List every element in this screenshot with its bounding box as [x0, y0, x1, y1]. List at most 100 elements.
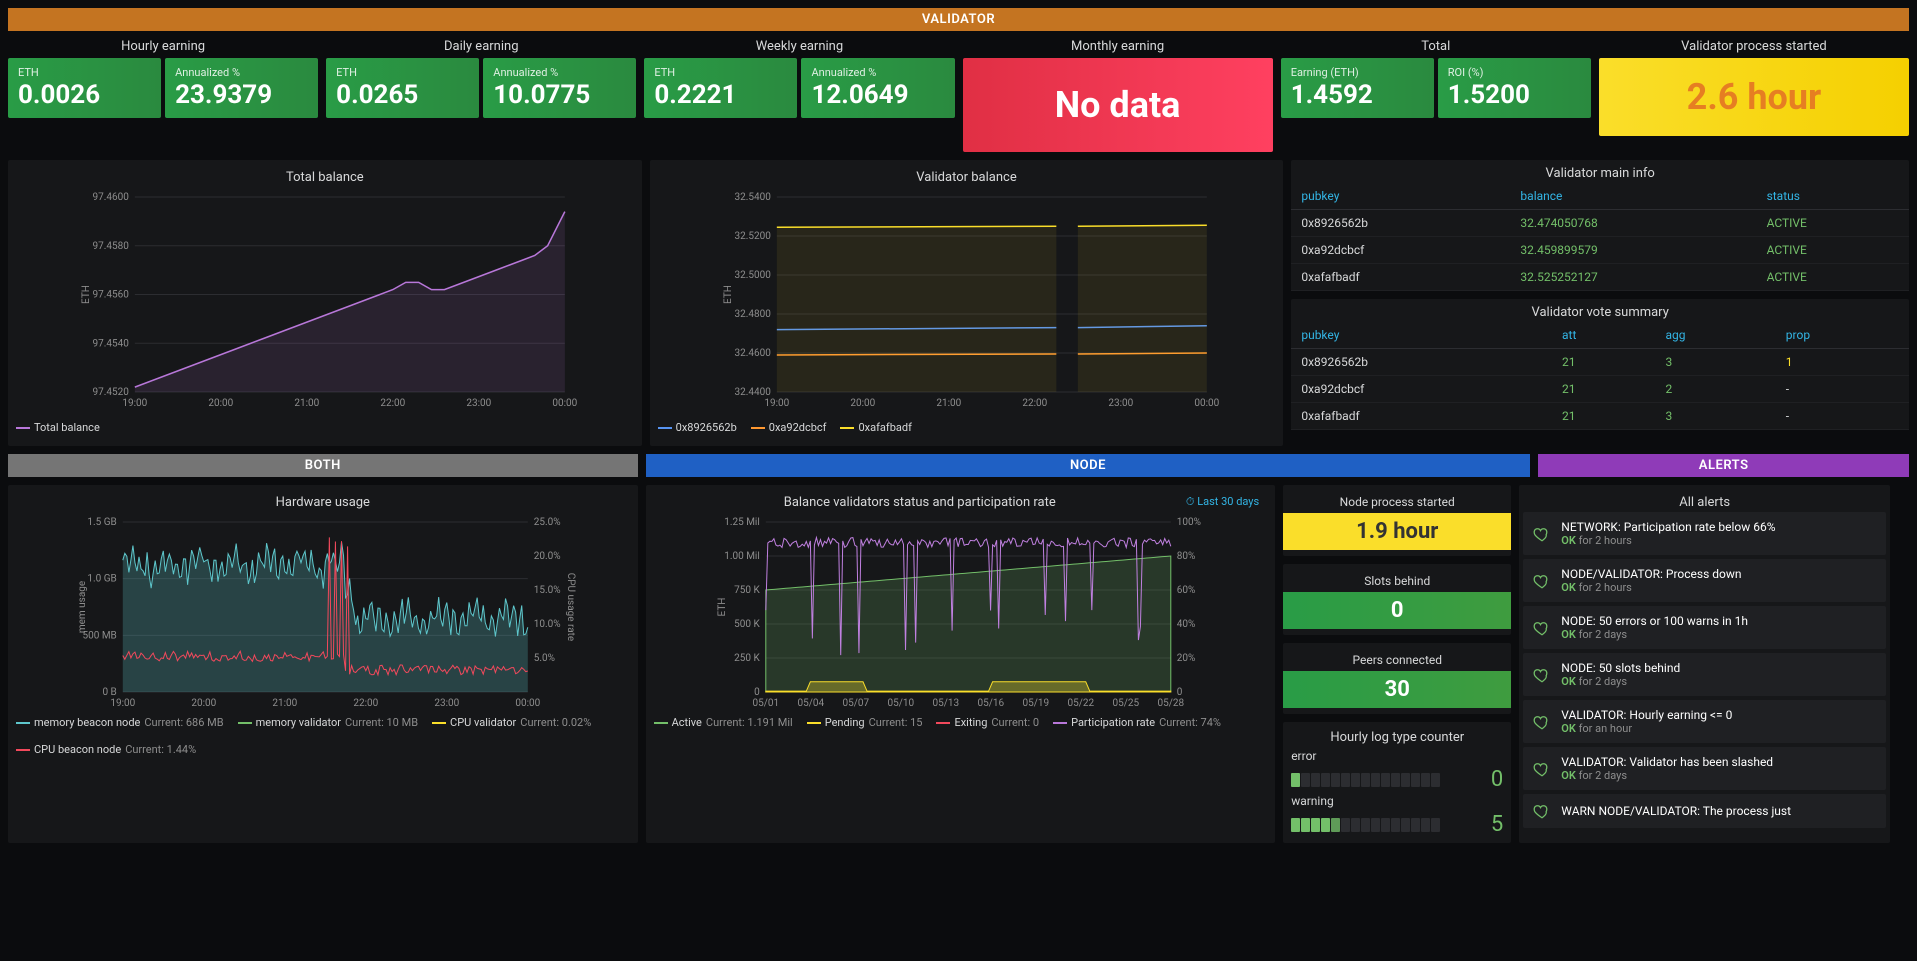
svg-text:20:00: 20:00: [208, 398, 233, 409]
svg-text:05/25: 05/25: [1112, 698, 1139, 709]
alert-item[interactable]: NETWORK: Participation rate below 66%OK …: [1523, 512, 1886, 555]
weekly-title: Weekly earning: [644, 35, 954, 58]
validator-started-group: Validator process started 2.6 hour: [1599, 35, 1909, 152]
svg-text:32.5400: 32.5400: [734, 192, 771, 203]
svg-text:5.0%: 5.0%: [534, 653, 555, 664]
svg-text:1.0 GB: 1.0 GB: [87, 574, 116, 585]
hourly-ann-box: Annualized % 23.9379: [165, 58, 318, 118]
vote-summary-panel[interactable]: Validator vote summary pubkeyattaggprop0…: [1291, 299, 1909, 430]
svg-text:80%: 80%: [1176, 551, 1195, 562]
node-started-panel[interactable]: Node process started 1.9 hour: [1283, 485, 1511, 556]
svg-text:750 K: 750 K: [734, 585, 760, 596]
participation-panel[interactable]: Balance validators status and participat…: [646, 485, 1276, 843]
slots-behind-title: Slots behind: [1283, 570, 1511, 592]
node-section-header: NODE: [646, 454, 1531, 477]
alerts-panel[interactable]: All alerts NETWORK: Participation rate b…: [1519, 485, 1890, 843]
svg-text:05/01: 05/01: [752, 698, 779, 709]
hardware-panel[interactable]: Hardware usage 0 B500 MB1.0 GB1.5 GB5.0%…: [8, 485, 638, 843]
table-row[interactable]: 0xafafbadf32.525252127ACTIVE: [1291, 264, 1909, 291]
table-header[interactable]: pubkey: [1291, 322, 1552, 349]
slots-behind-panel[interactable]: Slots behind 0: [1283, 564, 1511, 635]
table-header[interactable]: status: [1757, 183, 1909, 210]
table-row[interactable]: 0x8926562b2131: [1291, 349, 1909, 376]
peers-title: Peers connected: [1283, 649, 1511, 671]
svg-text:19:00: 19:00: [122, 398, 147, 409]
table-header[interactable]: balance: [1510, 183, 1756, 210]
validator-balance-panel[interactable]: Validator balance 32.440032.460032.48003…: [650, 160, 1284, 446]
svg-text:mem usage: mem usage: [77, 581, 88, 633]
svg-text:21:00: 21:00: [294, 398, 319, 409]
weekly-ann-label: Annualized %: [811, 66, 944, 79]
total-balance-title: Total balance: [16, 164, 634, 187]
alert-text: NETWORK: Participation rate below 66%: [1561, 520, 1775, 534]
legend-item[interactable]: CPU beacon node Current: 1.44%: [16, 743, 196, 756]
total-balance-legend-label: Total balance: [34, 421, 100, 434]
table-row[interactable]: 0xa92dcbcf32.459899579ACTIVE: [1291, 237, 1909, 264]
table-header[interactable]: prop: [1776, 322, 1909, 349]
table-header[interactable]: att: [1552, 322, 1655, 349]
log-counter-panel[interactable]: Hourly log type counter error 0 warning …: [1283, 722, 1511, 843]
svg-text:500 K: 500 K: [734, 619, 760, 630]
legend-item[interactable]: 0xa92dcbcf: [751, 421, 827, 434]
legend-item[interactable]: 0x8926562b: [658, 421, 737, 434]
hardware-title: Hardware usage: [16, 489, 630, 512]
alert-item[interactable]: NODE/VALIDATOR: Process downOK for 2 hou…: [1523, 559, 1886, 602]
legend-item[interactable]: CPU validator Current: 0.02%: [432, 716, 591, 729]
alert-item[interactable]: WARN NODE/VALIDATOR: The process just: [1523, 794, 1886, 828]
legend-item[interactable]: Participation rate Current: 74%: [1053, 716, 1221, 729]
hardware-chart: 0 B500 MB1.0 GB1.5 GB5.0%10.0%15.0%20.0%…: [16, 512, 630, 712]
legend-item[interactable]: Exiting Current: 0: [936, 716, 1039, 729]
svg-text:19:00: 19:00: [764, 398, 789, 409]
heart-icon: [1533, 713, 1551, 731]
validator-started-value: 2.6 hour: [1609, 66, 1899, 128]
svg-text:250 K: 250 K: [734, 653, 760, 664]
alert-item[interactable]: VALIDATOR: Validator has been slashedOK …: [1523, 747, 1886, 790]
alert-item[interactable]: NODE: 50 errors or 100 warns in 1hOK for…: [1523, 606, 1886, 649]
error-bars: 0: [1291, 765, 1503, 794]
alert-item[interactable]: VALIDATOR: Hourly earning <= 0OK for an …: [1523, 700, 1886, 743]
table-row[interactable]: 0xa92dcbcf212-: [1291, 376, 1909, 403]
validator-balance-title: Validator balance: [658, 164, 1276, 187]
legend-item[interactable]: 0xafafbadf: [840, 421, 911, 434]
total-balance-panel[interactable]: Total balance 97.452097.454097.456097.45…: [8, 160, 642, 446]
alert-status: OK for 2 hours: [1561, 581, 1741, 594]
earnings-row: Hourly earning ETH 0.0026 Annualized % 2…: [8, 35, 1909, 152]
table-header[interactable]: pubkey: [1291, 183, 1510, 210]
node-started-title: Node process started: [1283, 491, 1511, 513]
table-header[interactable]: agg: [1655, 322, 1775, 349]
legend-item[interactable]: Active Current: 1.191 Mil: [654, 716, 793, 729]
heart-icon: [1533, 525, 1551, 543]
total-group: Total Earning (ETH) 1.4592 ROI (%) 1.520…: [1281, 35, 1591, 152]
alert-item[interactable]: NODE: 50 slots behindOK for 2 days: [1523, 653, 1886, 696]
alert-text: VALIDATOR: Validator has been slashed: [1561, 755, 1773, 769]
table-row[interactable]: 0xafafbadf213-: [1291, 403, 1909, 430]
svg-text:1.25 Mil: 1.25 Mil: [724, 517, 760, 528]
legend-item[interactable]: memory validator Current: 10 MB: [238, 716, 418, 729]
hourly-earning-group: Hourly earning ETH 0.0026 Annualized % 2…: [8, 35, 318, 152]
peers-panel[interactable]: Peers connected 30: [1283, 643, 1511, 714]
tables-column: Validator main info pubkeybalancestatus0…: [1291, 160, 1909, 446]
last-30-days-badge[interactable]: ⏱ Last 30 days: [1186, 495, 1267, 509]
legend-item[interactable]: memory beacon node Current: 686 MB: [16, 716, 224, 729]
svg-text:CPU usage rate: CPU usage rate: [565, 573, 576, 642]
main-info-panel[interactable]: Validator main info pubkeybalancestatus0…: [1291, 160, 1909, 291]
table-row[interactable]: 0x8926562b32.474050768ACTIVE: [1291, 210, 1909, 237]
warning-bars: 5: [1291, 810, 1503, 839]
total-title: Total: [1281, 35, 1591, 58]
vote-summary-table: pubkeyattaggprop0x8926562b21310xa92dcbcf…: [1291, 322, 1909, 430]
alert-status: OK for 2 days: [1561, 675, 1680, 688]
hourly-eth-box: ETH 0.0026: [8, 58, 161, 118]
alerts-list: NETWORK: Participation rate below 66% OK …: [1523, 512, 1886, 828]
legend-item[interactable]: Pending Current: 15: [807, 716, 923, 729]
charts-row-1: Total balance 97.452097.454097.456097.45…: [8, 160, 1909, 446]
total-eth-value: 1.4592: [1291, 81, 1424, 110]
log-value: 0: [1483, 767, 1503, 792]
weekly-ann-box: Annualized % 12.0649: [801, 58, 954, 118]
validator-section-header: VALIDATOR: [8, 8, 1909, 31]
svg-text:19:00: 19:00: [110, 698, 135, 709]
weekly-eth-label: ETH: [654, 66, 787, 79]
svg-text:0: 0: [1176, 687, 1182, 698]
daily-eth-value: 0.0265: [336, 81, 469, 110]
svg-text:20:00: 20:00: [191, 698, 216, 709]
svg-text:32.4400: 32.4400: [734, 387, 771, 398]
